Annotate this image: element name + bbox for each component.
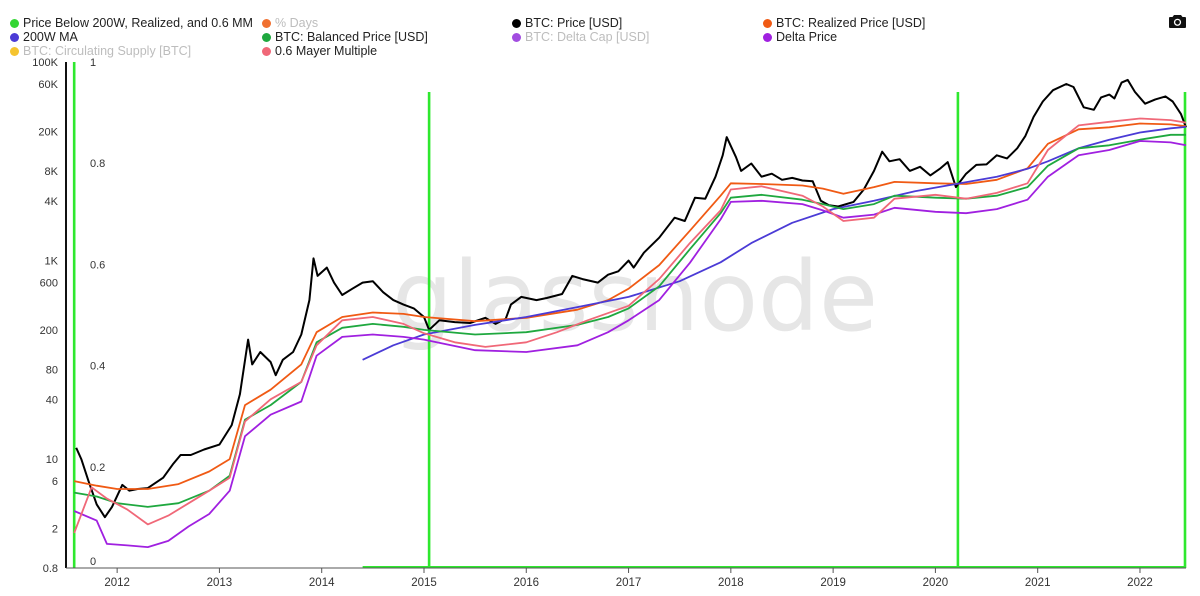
- left-tick-label: 2: [52, 523, 58, 535]
- legend-item-percent-days[interactable]: % Days: [262, 16, 318, 31]
- legend-dot-icon: [10, 47, 19, 56]
- right-tick-label: 0.8: [90, 158, 105, 170]
- legend-dot-icon: [262, 33, 271, 42]
- left-tick-label: 100K: [32, 57, 58, 69]
- x-tick-label: 2016: [513, 577, 539, 589]
- left-tick-label: 1K: [45, 256, 59, 268]
- right-tick-label: 0: [90, 556, 96, 568]
- legend-item-realized-price[interactable]: BTC: Realized Price [USD]: [763, 16, 925, 31]
- legend-item-btc-price[interactable]: BTC: Price [USD]: [512, 16, 622, 31]
- left-tick-label: 6: [52, 476, 58, 488]
- legend-dot-icon: [262, 47, 271, 56]
- left-tick-label: 0.8: [43, 563, 58, 575]
- left-tick-label: 40: [46, 394, 58, 406]
- series-0-6-mayer-multiple: [73, 117, 1187, 534]
- legend-item-mayer-multiple[interactable]: 0.6 Mayer Multiple: [262, 44, 377, 59]
- series-delta-price: [73, 140, 1187, 548]
- legend-item-circulating-supply[interactable]: BTC: Circulating Supply [BTC]: [10, 44, 191, 59]
- left-tick-label: 20K: [38, 126, 58, 138]
- right-tick-label: 0.2: [90, 462, 105, 474]
- left-tick-label: 60K: [38, 79, 58, 91]
- series-btc-price-usd: [75, 78, 1187, 519]
- left-tick-label: 10: [46, 454, 58, 466]
- legend-item-delta-price[interactable]: Delta Price: [763, 30, 837, 45]
- x-tick-label: 2020: [923, 577, 949, 589]
- camera-icon[interactable]: [1169, 14, 1186, 28]
- legend-dot-icon: [763, 33, 772, 42]
- series-lines: [73, 78, 1187, 548]
- x-tick-label: 2018: [718, 577, 744, 589]
- left-axis-ticks: 100K 60K 20K 8K 4K 1K 600 200 80 40 10 6 2 0.8: [32, 57, 58, 575]
- left-tick-label: 600: [40, 278, 58, 290]
- legend-dot-icon: [10, 33, 19, 42]
- legend-dot-icon: [262, 19, 271, 28]
- right-tick-label: 0.6: [90, 259, 105, 271]
- legend-item-balanced-price[interactable]: BTC: Balanced Price [USD]: [262, 30, 428, 45]
- right-axis-ticks: 1 0.8 0.6 0.4 0.2 0: [90, 57, 105, 568]
- x-tick-label: 2019: [820, 577, 846, 589]
- x-tick-label: 2017: [616, 577, 642, 589]
- left-tick-label: 4K: [45, 196, 59, 208]
- legend-dot-icon: [10, 19, 19, 28]
- x-tick-label: 2014: [309, 577, 335, 589]
- left-tick-label: 200: [40, 325, 58, 337]
- series-200w-ma: [362, 126, 1187, 361]
- x-tick-label: 2015: [411, 577, 437, 589]
- x-tick-label: 2022: [1127, 577, 1153, 589]
- right-tick-label: 1: [90, 57, 96, 69]
- legend-item-price-below-200w[interactable]: Price Below 200W, Realized, and 0.6 MM: [10, 16, 253, 31]
- x-tick-label: 2013: [207, 577, 233, 589]
- watermark: glassnode: [392, 241, 878, 353]
- x-axis-ticks: 2012 2013 2014 2015 2016 2017 2018 2019 2020 2021…: [104, 568, 1153, 589]
- legend: Price Below 200W, Realized, and 0.6 MM %…: [0, 0, 1200, 62]
- left-tick-label: 8K: [45, 166, 59, 178]
- left-tick-label: 80: [46, 364, 58, 376]
- legend-item-200w-ma[interactable]: 200W MA: [10, 30, 78, 45]
- legend-dot-icon: [512, 19, 521, 28]
- legend-item-delta-cap[interactable]: BTC: Delta Cap [USD]: [512, 30, 649, 45]
- series-btc-realized-price-usd: [74, 122, 1187, 490]
- legend-dot-icon: [763, 19, 772, 28]
- legend-dot-icon: [512, 33, 521, 42]
- x-tick-label: 2012: [104, 577, 130, 589]
- right-tick-label: 0.4: [90, 361, 105, 373]
- x-tick-label: 2021: [1025, 577, 1051, 589]
